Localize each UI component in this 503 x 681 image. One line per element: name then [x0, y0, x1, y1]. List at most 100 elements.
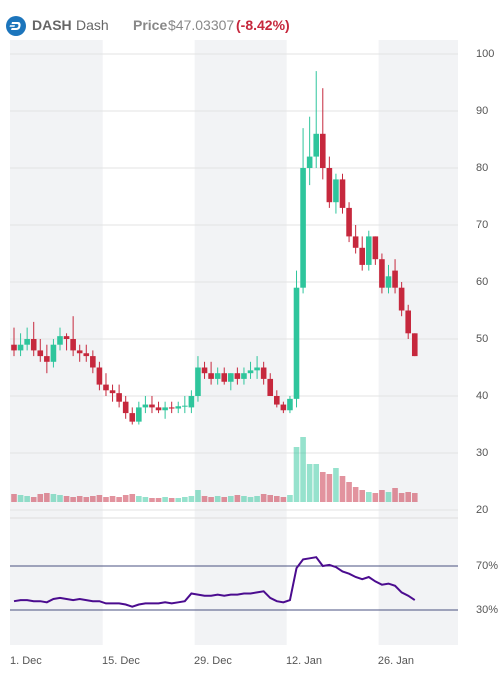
- volume-bar: [30, 497, 37, 502]
- volume-bar: [24, 496, 30, 502]
- volume-bar: [129, 494, 136, 502]
- volume-bar: [228, 496, 234, 502]
- volume-bar: [234, 495, 241, 502]
- volume-bar: [280, 497, 287, 502]
- candle-body: [385, 276, 392, 288]
- candle-body: [201, 367, 208, 374]
- x-tick-label: 1. Dec: [10, 655, 42, 667]
- candle-body: [228, 373, 234, 382]
- candle-body: [149, 404, 155, 408]
- volume-bar: [352, 487, 359, 502]
- volume-bar: [109, 496, 116, 502]
- candle-body: [346, 207, 352, 237]
- candle-body: [24, 339, 30, 345]
- candle-body: [57, 336, 63, 345]
- volume-bar: [241, 496, 247, 502]
- volume-bar: [175, 498, 182, 502]
- candle-body: [142, 404, 149, 408]
- candle-body: [155, 407, 162, 411]
- volume-bar: [221, 497, 228, 502]
- volume-bar: [313, 464, 320, 502]
- candle-body: [195, 367, 201, 396]
- price-label: Price: [133, 17, 168, 33]
- volume-bar: [392, 488, 398, 502]
- y-tick-label: 80: [476, 162, 488, 174]
- candle-body: [109, 390, 116, 394]
- y-tick-label: 90: [476, 105, 488, 117]
- volume-bar: [254, 496, 260, 502]
- candle-body: [221, 373, 228, 382]
- volume-bar: [359, 490, 366, 502]
- candle-body: [247, 370, 254, 374]
- candle-body: [50, 344, 57, 362]
- candle-body: [208, 373, 214, 379]
- volume-bar: [372, 493, 379, 502]
- candle-body: [260, 367, 267, 379]
- volume-bar: [122, 495, 129, 502]
- volume-bar: [76, 496, 83, 502]
- volume-bar: [339, 476, 346, 502]
- candle-body: [63, 336, 70, 339]
- candle-body: [280, 404, 287, 411]
- volume-bar: [405, 492, 411, 502]
- volume-bar: [182, 497, 188, 502]
- candle-body: [175, 406, 182, 409]
- candle-body: [37, 350, 44, 357]
- candle-body: [411, 333, 418, 357]
- price-change: (-8.42%): [236, 17, 290, 33]
- candle-body: [405, 310, 411, 334]
- candle-body: [188, 396, 195, 408]
- candle-body: [392, 270, 398, 288]
- candle-body: [300, 168, 306, 288]
- volume-bar: [149, 498, 155, 502]
- y-tick-label: 20: [476, 504, 488, 516]
- y-tick-label: 40: [476, 390, 488, 402]
- y-tick-label: 100: [476, 48, 494, 60]
- volume-bar: [11, 494, 17, 502]
- candle-body: [333, 179, 339, 203]
- volume-bar: [306, 464, 313, 502]
- volume-bar: [57, 495, 63, 502]
- volume-bar: [247, 497, 254, 502]
- candle-body: [359, 247, 366, 265]
- y-tick-label: 50: [476, 333, 488, 345]
- volume-bar: [63, 496, 70, 502]
- candle-body: [326, 168, 333, 203]
- candle-body: [234, 373, 241, 379]
- candle-body: [90, 356, 96, 368]
- candle-body: [11, 344, 17, 351]
- volume-bar: [274, 496, 280, 502]
- candle-body: [168, 407, 175, 409]
- candle-body: [182, 405, 188, 407]
- volume-bar: [379, 490, 385, 502]
- volume-bar: [136, 496, 142, 502]
- rsi-tick-label: 70%: [476, 560, 498, 572]
- volume-bar: [50, 494, 57, 502]
- volume-bar: [188, 496, 195, 502]
- candle-body: [136, 407, 142, 422]
- volume-bar: [155, 498, 162, 502]
- candle-body: [96, 367, 103, 385]
- price: $47.03307: [168, 17, 235, 33]
- x-tick-label: 26. Jan: [378, 655, 414, 667]
- candle-body: [122, 401, 129, 414]
- band: [10, 40, 103, 645]
- header: DASH Dash Price $47.03307 (-8.42%): [0, 0, 503, 50]
- volume-bar: [44, 493, 50, 502]
- candle-body: [339, 179, 346, 208]
- volume-bar: [208, 497, 214, 502]
- coin-icon: [6, 16, 26, 36]
- volume-bar: [346, 482, 352, 502]
- volume-bar: [287, 495, 293, 502]
- volume-bar: [385, 492, 392, 502]
- volume-bar: [267, 495, 274, 502]
- volume-bar: [326, 474, 333, 502]
- candle-body: [241, 373, 247, 379]
- volume-bar: [17, 495, 24, 502]
- candle-body: [398, 287, 405, 311]
- candle-body: [70, 339, 76, 351]
- candle-body: [254, 367, 260, 371]
- candle-body: [306, 156, 313, 168]
- y-tick-label: 70: [476, 219, 488, 231]
